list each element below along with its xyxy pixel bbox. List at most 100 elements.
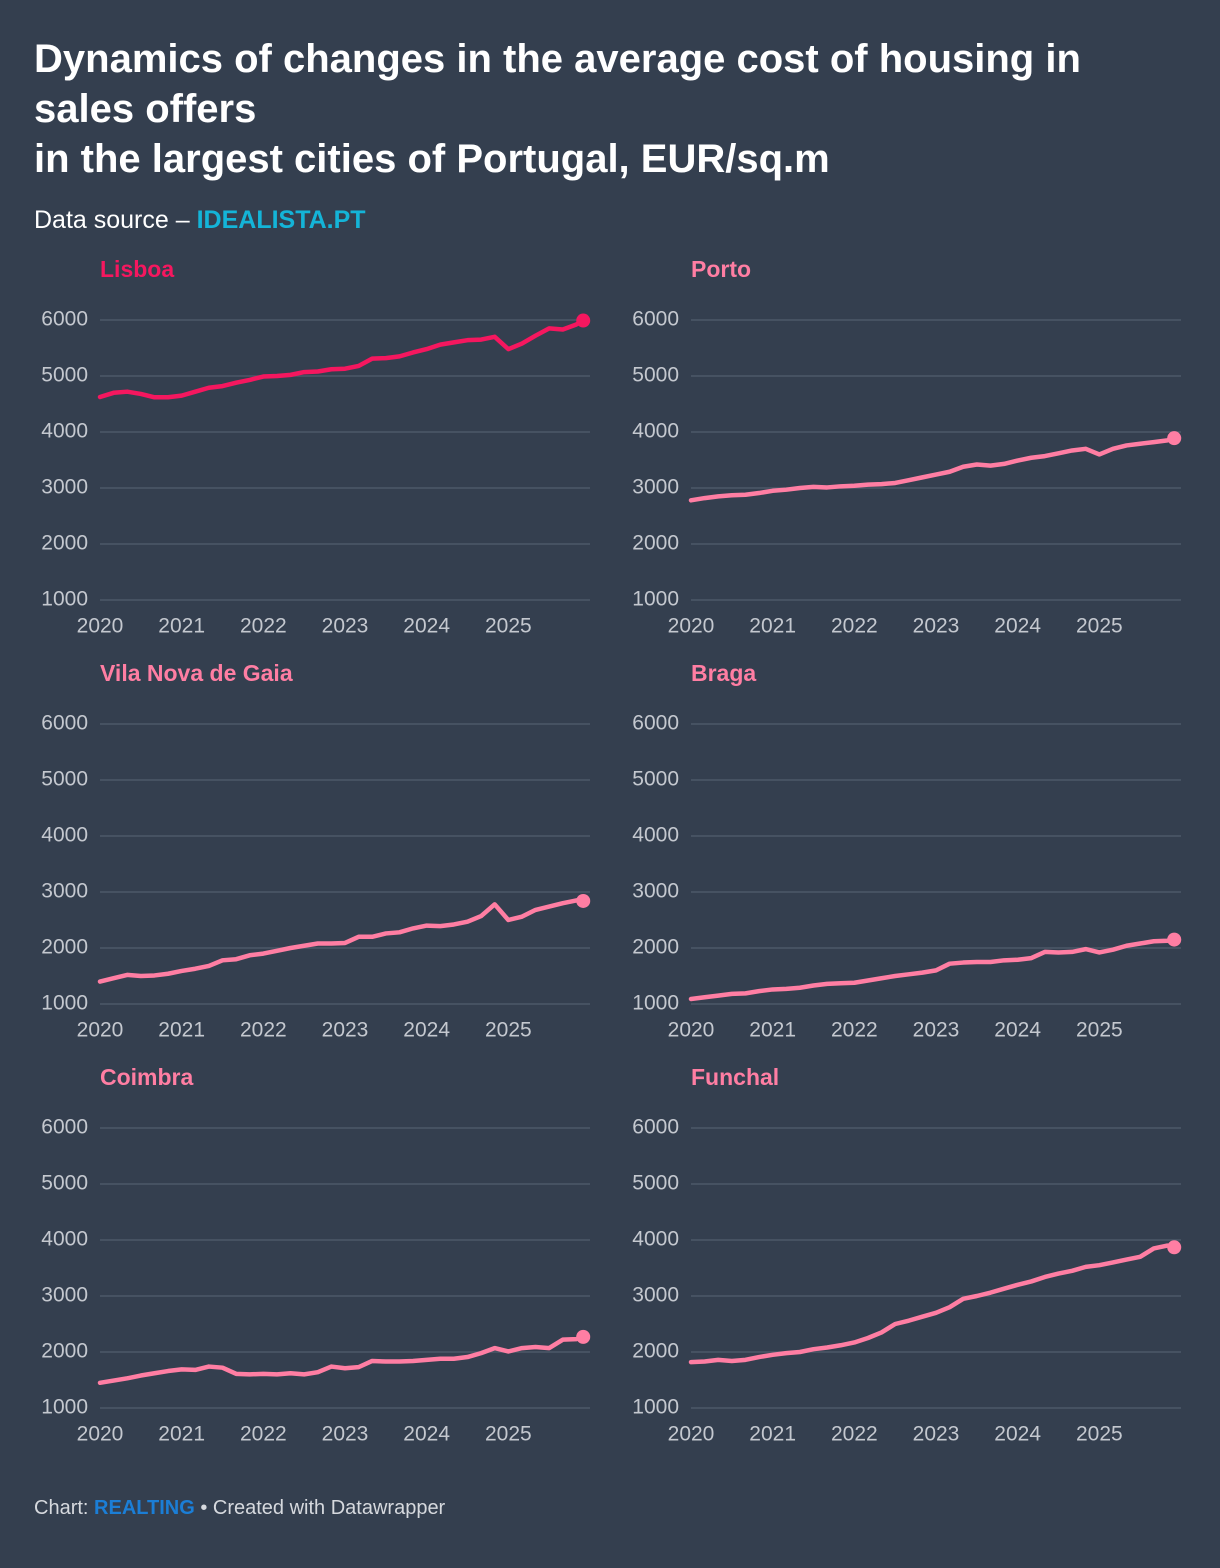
x-tick-label: 2025 [485,1423,532,1446]
x-tick-label: 2025 [1076,1423,1123,1446]
y-tick-label: 6000 [41,1116,88,1139]
x-tick-label: 2020 [668,615,715,638]
panel-title: Lisboa [100,256,174,282]
end-dot [576,893,591,908]
x-tick-label: 2025 [1076,615,1123,638]
x-tick-label: 2022 [831,1019,878,1042]
x-tick-label: 2020 [77,1019,124,1042]
end-dot [1167,932,1182,947]
x-tick-label: 2023 [913,1019,960,1042]
x-tick-label: 2022 [240,1019,287,1042]
credit: • Created with Datawrapper [200,1497,446,1519]
line [97,898,586,984]
x-tick-label: 2024 [403,1019,450,1042]
end-dot [576,313,591,328]
x-tick-label: 2021 [749,615,796,638]
panel-title: Vila Nova de Gaia [100,660,293,686]
x-tick-label: 2020 [668,1019,715,1042]
y-tick-label: 3000 [41,476,88,499]
x-tick-label: 2023 [913,1423,960,1446]
y-tick-label: 4000 [632,824,679,847]
y-tick-label: 1000 [632,1396,679,1419]
y-tick-label: 4000 [632,1228,679,1251]
y-tick-label: 1000 [632,992,679,1015]
x-tick-label: 2021 [749,1019,796,1042]
y-tick-label: 2000 [632,936,679,959]
y-tick-label: 2000 [632,532,679,555]
y-tick-label: 5000 [632,768,679,791]
y-tick-label: 6000 [41,712,88,735]
line [688,1243,1177,1365]
line [97,318,586,400]
y-tick-label: 5000 [41,1172,88,1195]
title-line: in the largest cities of Portugal, EUR/s… [34,137,830,181]
x-tick-label: 2022 [240,1423,287,1446]
y-tick-label: 3000 [632,476,679,499]
y-tick-label: 5000 [41,768,88,791]
y-tick-label: 6000 [41,308,88,331]
header: Dynamics of changes in the average cost … [34,34,1184,235]
x-tick-label: 2022 [831,1423,878,1446]
x-tick-label: 2021 [158,615,205,638]
line [688,937,1177,1002]
y-tick-label: 3000 [632,880,679,903]
x-tick-label: 2024 [994,615,1041,638]
title-line: Dynamics of changes in the average cost … [34,37,1081,131]
subtitle: Data source – IDEALISTA.PT [34,206,1184,235]
x-tick-label: 2024 [403,615,450,638]
x-tick-label: 2024 [994,1019,1041,1042]
footer-label: Chart: [34,1497,89,1519]
y-tick-label: 1000 [41,992,88,1015]
y-tick-label: 4000 [41,420,88,443]
y-tick-label: 6000 [632,308,679,331]
x-tick-label: 2025 [485,1019,532,1042]
panel-title: Funchal [691,1064,779,1090]
y-tick-label: 1000 [41,1396,88,1419]
x-tick-label: 2023 [322,1423,369,1446]
x-tick-label: 2024 [403,1423,450,1446]
x-tick-label: 2020 [77,615,124,638]
panel-title: Porto [691,256,751,282]
x-tick-label: 2023 [322,1019,369,1042]
end-dot [1167,1240,1182,1255]
panel-title: Braga [691,660,756,686]
x-tick-label: 2021 [749,1423,796,1446]
y-tick-label: 3000 [41,1284,88,1307]
x-tick-label: 2020 [77,1423,124,1446]
end-dot [576,1329,591,1344]
y-tick-label: 4000 [632,420,679,443]
footer: Chart: REALTING • Created with Datawrapp… [34,1497,445,1520]
y-tick-label: 4000 [41,1228,88,1251]
x-tick-label: 2022 [831,615,878,638]
x-tick-label: 2022 [240,615,287,638]
line [688,435,1177,503]
y-tick-label: 2000 [41,1340,88,1363]
x-tick-label: 2023 [322,615,369,638]
y-tick-label: 1000 [41,588,88,611]
line [97,1334,586,1386]
y-tick-label: 2000 [41,936,88,959]
panel-title: Coimbra [100,1064,194,1090]
y-tick-label: 1000 [632,588,679,611]
y-tick-label: 4000 [41,824,88,847]
y-tick-label: 2000 [632,1340,679,1363]
x-tick-label: 2025 [1076,1019,1123,1042]
source: IDEALISTA.PT [196,206,366,234]
x-tick-label: 2024 [994,1423,1041,1446]
x-tick-label: 2025 [485,615,532,638]
x-tick-label: 2021 [158,1423,205,1446]
y-tick-label: 3000 [632,1284,679,1307]
y-tick-label: 6000 [632,712,679,735]
x-tick-label: 2023 [913,615,960,638]
y-tick-label: 5000 [632,364,679,387]
x-tick-label: 2020 [668,1423,715,1446]
source-label: Data source – [34,206,190,234]
y-tick-label: 5000 [632,1172,679,1195]
end-dot [1167,431,1182,446]
x-tick-label: 2021 [158,1019,205,1042]
title: Dynamics of changes in the average cost … [34,34,1184,184]
y-tick-label: 6000 [632,1116,679,1139]
y-tick-label: 2000 [41,532,88,555]
